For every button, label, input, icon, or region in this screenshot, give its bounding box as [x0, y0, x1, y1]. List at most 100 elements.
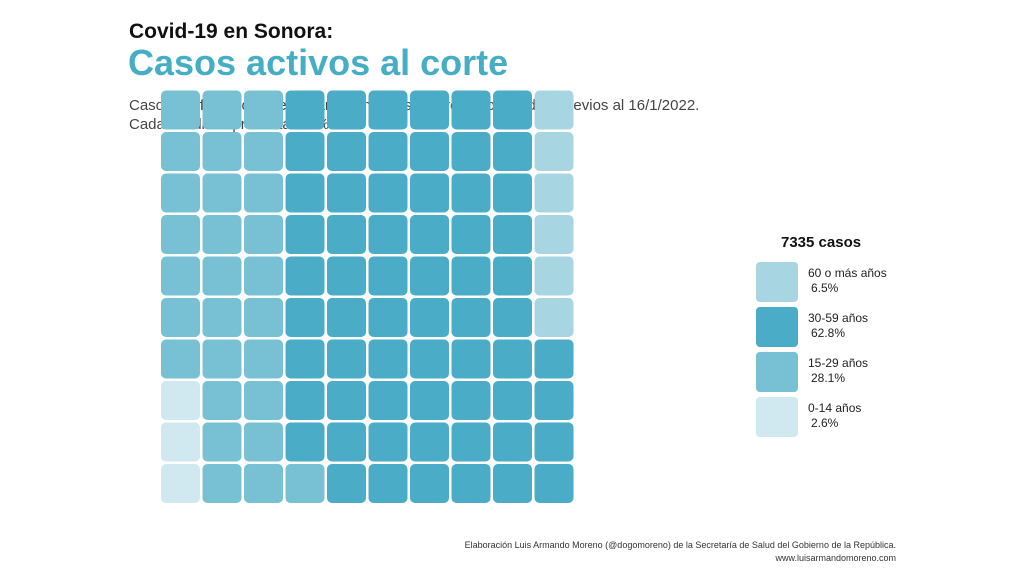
- waffle-square: [451, 422, 491, 462]
- waffle-square: [161, 464, 200, 503]
- waffle-square: [368, 298, 408, 337]
- legend-percentage: 6.5%: [811, 281, 839, 295]
- waffle-square: [534, 298, 574, 337]
- waffle-square: [327, 256, 366, 296]
- waffle-square: [368, 256, 408, 296]
- waffle-square: [410, 464, 449, 503]
- waffle-square: [534, 90, 574, 130]
- footer-website: www.luisarmandomoreno.com: [775, 553, 896, 563]
- waffle-square: [493, 464, 532, 503]
- waffle-square: [161, 381, 200, 420]
- waffle-square: [285, 298, 325, 337]
- waffle-square: [534, 464, 574, 503]
- legend-swatch: [756, 397, 798, 437]
- waffle-square: [493, 298, 532, 337]
- waffle-square: [451, 215, 491, 254]
- waffle-square: [451, 256, 491, 296]
- footer-credit-line: Elaboración Luis Armando Moreno (@dogomo…: [464, 540, 896, 550]
- legend-text: 60 o más años 6.5%: [808, 266, 887, 296]
- waffle-square: [327, 422, 366, 462]
- waffle-square: [410, 298, 449, 337]
- waffle-square: [410, 132, 449, 171]
- waffle-square: [327, 464, 366, 503]
- waffle-square: [285, 464, 325, 503]
- title-small: Covid-19 en Sonora:: [129, 20, 334, 43]
- waffle-square: [410, 339, 449, 379]
- waffle-square: [368, 339, 408, 379]
- waffle-square: [285, 215, 325, 254]
- waffle-square: [493, 132, 532, 171]
- waffle-square: [244, 422, 283, 462]
- waffle-square: [161, 90, 200, 130]
- waffle-square: [368, 381, 408, 420]
- waffle-square: [368, 173, 408, 213]
- waffle-square: [202, 422, 242, 462]
- waffle-square: [534, 173, 574, 213]
- waffle-square: [327, 298, 366, 337]
- waffle-square: [161, 339, 200, 379]
- footer-credits: Elaboración Luis Armando Moreno (@dogomo…: [465, 539, 896, 565]
- legend-title: 7335 casos: [781, 234, 862, 251]
- waffle-square: [202, 256, 242, 296]
- waffle-square: [202, 215, 242, 254]
- waffle-square: [410, 173, 449, 213]
- waffle-square: [327, 90, 366, 130]
- waffle-square: [244, 381, 283, 420]
- waffle-square: [451, 90, 491, 130]
- waffle-square: [368, 132, 408, 171]
- legend-percentage: 28.1%: [811, 371, 846, 385]
- waffle-square: [534, 381, 574, 420]
- waffle-square: [244, 464, 283, 503]
- waffle-square: [368, 215, 408, 254]
- waffle-square: [285, 256, 325, 296]
- waffle-square: [285, 132, 325, 171]
- waffle-square: [202, 173, 242, 213]
- waffle-square: [161, 298, 200, 337]
- waffle-square: [451, 339, 491, 379]
- waffle-square: [410, 422, 449, 462]
- waffle-square: [534, 422, 574, 462]
- waffle-square: [202, 132, 242, 171]
- legend-text: 30-59 años 62.8%: [808, 311, 868, 341]
- waffle-square: [534, 256, 574, 296]
- legend-swatch: [756, 262, 798, 302]
- legend-text: 0-14 años 2.6%: [808, 401, 861, 431]
- waffle-square: [327, 173, 366, 213]
- waffle-square: [244, 339, 283, 379]
- waffle-square: [285, 173, 325, 213]
- legend-label: 30-59 años: [808, 311, 869, 325]
- waffle-square: [534, 339, 574, 379]
- legend-label: 60 o más años: [808, 266, 887, 280]
- waffle-square: [410, 90, 449, 130]
- waffle-square: [161, 173, 200, 213]
- waffle-square: [244, 173, 283, 213]
- waffle-square: [410, 381, 449, 420]
- legend-text: 15-29 años 28.1%: [808, 356, 868, 386]
- legend-swatch: [756, 352, 798, 392]
- waffle-square: [285, 422, 325, 462]
- waffle-square: [161, 132, 200, 171]
- waffle-square: [451, 173, 491, 213]
- waffle-square: [534, 215, 574, 254]
- waffle-square: [244, 90, 283, 130]
- waffle-square: [451, 381, 491, 420]
- title-main: Casos activos al corte: [128, 42, 509, 83]
- waffle-square: [161, 422, 200, 462]
- waffle-square: [493, 381, 532, 420]
- waffle-square: [244, 215, 283, 254]
- waffle-square: [285, 90, 325, 130]
- waffle-square: [493, 173, 532, 213]
- waffle-square: [327, 215, 366, 254]
- waffle-square: [493, 90, 532, 130]
- waffle-square: [368, 464, 408, 503]
- waffle-square: [202, 381, 242, 420]
- waffle-square: [368, 422, 408, 462]
- waffle-square: [493, 422, 532, 462]
- waffle-square: [202, 339, 242, 379]
- waffle-square: [451, 132, 491, 171]
- waffle-square: [534, 132, 574, 171]
- waffle-square: [327, 381, 366, 420]
- waffle-square: [285, 339, 325, 379]
- legend-swatch: [756, 307, 798, 347]
